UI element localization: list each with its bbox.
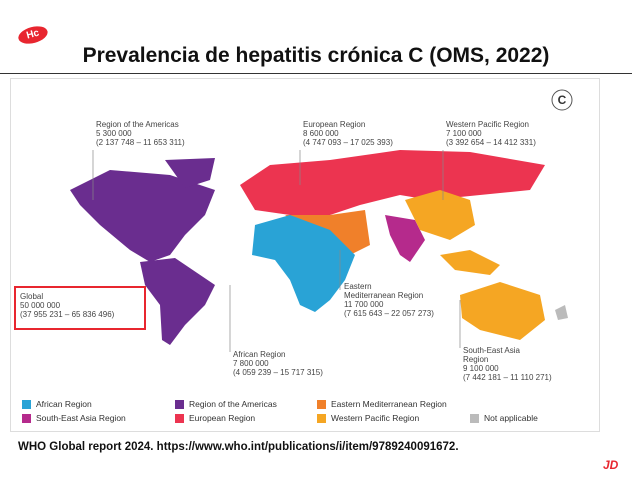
global-label: Global 50 000 000 (37 955 231 – 65 836 4… [20,292,114,319]
china [405,190,475,240]
region-interval: (4 059 239 – 15 717 315) [233,368,323,377]
global-estimate: 50 000 000 [20,301,61,310]
region-estimate: 7 800 000 [233,359,269,368]
region-name: Eastern Mediterranean Region [344,282,424,300]
se-asia [440,250,500,275]
region-label: African Region 7 800 000 (4 059 239 – 15 7… [233,350,343,377]
region-label: Eastern Mediterranean Region 11 700 000 (7… [344,282,434,318]
map-frame [10,78,600,432]
legend-swatch [22,413,31,423]
legend-item: European Region [175,413,255,423]
legend-label: European Region [189,413,256,423]
global-interval: (37 955 231 – 65 836 496) [20,310,115,319]
region-name: African Region [233,350,286,359]
continents [70,150,568,345]
north-america [70,170,215,262]
region-estimate: 11 700 000 [344,300,384,309]
legend-label: South-East Asia Region [36,413,126,423]
region-label: South-East Asia Region 9 100 000 (7 442 18… [463,346,552,382]
footer-mark: JD [603,458,619,472]
legend-label: Eastern Mediterranean Region [331,399,447,409]
legend-item: Region of the Americas [175,399,277,409]
badge: C [558,93,567,107]
region-estimate: 7 100 000 [446,129,482,138]
region-interval: (3 392 654 – 14 412 331) [446,138,536,147]
greenland [165,158,215,188]
region-name: Western Pacific Region [446,120,529,129]
region-estimate: 9 100 000 [463,364,499,373]
africa [252,215,355,312]
legend-item: Not applicable [470,413,538,423]
leader-lines [92,150,461,352]
europe-russia [240,150,545,215]
region-name: European Region [303,120,366,129]
global-box [14,286,146,330]
title: Prevalencia de hepatitis crónica C (OMS,… [82,44,550,67]
rule [0,73,632,74]
legend-item: African Region [22,399,92,409]
legend-label: Western Pacific Region [331,413,420,423]
australia [460,282,545,340]
legend-label: African Region [36,399,92,409]
legend-swatch [470,413,479,423]
citation: WHO Global report 2024. https://www.who.… [18,441,459,453]
region-interval: (7 442 181 – 11 110 271) [463,373,552,382]
us-grey [555,305,568,320]
region-estimate: 5 300 000 [96,129,132,138]
region-label: Western Pacific Region 7 100 000 (3 392 65… [446,120,556,147]
global-name: Global [20,292,44,301]
legend-item: South-East Asia Region [22,413,126,423]
legend-label: Not applicable [484,413,538,423]
badge-circle [551,89,573,111]
legend-swatch [175,399,184,409]
legend-item: Eastern Mediterranean Region [317,399,447,409]
region-name: South-East Asia Region [463,346,520,364]
legend-swatch [22,399,31,409]
region-name: Region of the Americas [96,120,179,129]
region-label: European Region 8 600 000 (4 747 093 – 17 … [303,120,413,147]
region-estimate: 8 600 000 [303,129,339,138]
india [385,215,425,262]
legend-swatch [175,413,184,423]
legend-label: Region of the Americas [189,399,277,409]
region-interval: (2 137 748 – 11 653 311) [96,138,185,147]
region-interval: (7 615 643 – 22 057 273) [344,309,434,318]
region-label: Region of the Americas 5 300 000 (2 137 74… [96,120,206,147]
legend-swatch [317,413,326,423]
region-interval: (4 747 093 – 17 025 393) [303,138,393,147]
legend-swatch [317,399,326,409]
south-america [140,258,215,345]
legend-item: Western Pacific Region [317,413,419,423]
